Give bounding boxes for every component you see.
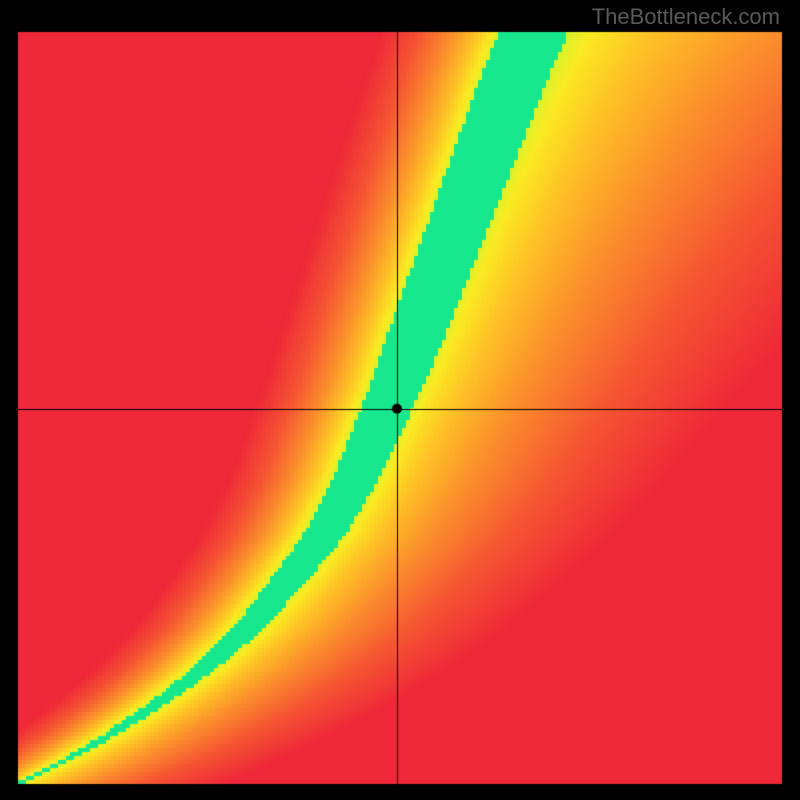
chart-container: TheBottleneck.com [0, 0, 800, 800]
heatmap-canvas [0, 0, 800, 800]
watermark-text: TheBottleneck.com [592, 4, 780, 30]
